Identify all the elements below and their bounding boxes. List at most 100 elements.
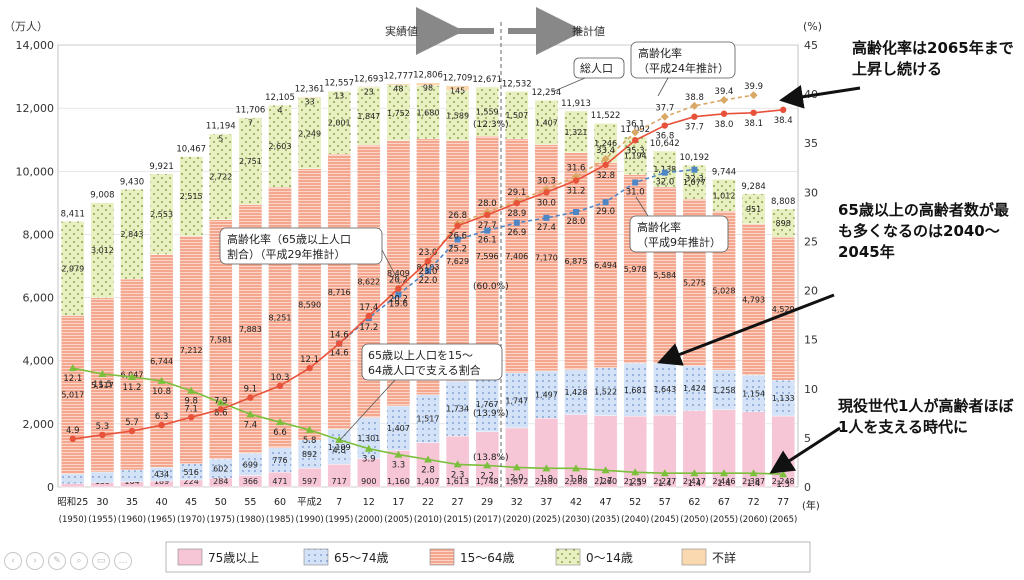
aging-2017-value-label: 26.6 (448, 232, 467, 242)
support-ratio-value-label: 1.7 (599, 476, 613, 486)
aging-2017-point (750, 109, 757, 116)
support-ratio-value-label: 1.9 (569, 474, 583, 484)
support-ratio-value-label: 11.2 (123, 383, 142, 393)
more-icon[interactable]: … (114, 552, 132, 570)
aging-2017-value-label: 5.3 (96, 422, 110, 432)
bar-value-label: 2,446 (713, 477, 736, 486)
bar-value-label: 6,494 (594, 261, 617, 270)
aging-2017-value-label: 10.3 (271, 373, 290, 383)
aging-2012-point (749, 91, 758, 100)
bar-value-label: 2,603 (269, 142, 292, 151)
aging-2017-value-label: 12.1 (300, 355, 319, 365)
support-ratio-point (631, 468, 640, 476)
bar-value-label: 7,406 (505, 252, 528, 261)
support-ratio-value-label: 9.8 (184, 397, 198, 407)
bar-value-label: 1,138 (653, 165, 676, 174)
bar-value-label: 2,249 (298, 129, 321, 138)
right-tick-label: 20 (804, 285, 818, 298)
aging-2017-point (720, 110, 728, 117)
support-ratio-value-label: 2.0 (510, 473, 524, 483)
x-year-label: (1960) (118, 515, 146, 525)
search-icon[interactable]: ⌕ (70, 552, 88, 570)
support-ratio-value-label: 2.2 (480, 471, 494, 481)
bar-total-label: 12,361 (295, 85, 325, 95)
bar-value-label: 8,103 (417, 263, 440, 272)
support-ratio-value-label: 10.8 (152, 387, 171, 397)
support-ratio-value-label: 1.4 (688, 479, 702, 489)
bar-value-label: 13 (334, 92, 344, 101)
aging-1997-value-label: 17.2 (359, 323, 378, 333)
x-year-label: (2000) (355, 515, 383, 525)
pct-2017-6574: (13.9%) (473, 409, 509, 419)
aging-2017-annotation: 高齢化率（65歳以上人口 割合）（平成29年推計） (219, 227, 401, 285)
aging-2017-value-label: 36.8 (655, 132, 674, 142)
x-year-label: (2020) (503, 515, 531, 525)
bar-value-label: 1,734 (446, 405, 469, 414)
aging-1997-line1: 高齢化率 (637, 220, 681, 234)
aging-2017-value-label: 6.3 (155, 412, 169, 422)
callout-arrow-2 (657, 293, 835, 366)
bar-value-label: 776 (272, 456, 287, 465)
x-tick-label: 47 (600, 497, 612, 508)
bar-value-label: 5,275 (683, 278, 706, 287)
bar-total-label: 8,808 (771, 197, 795, 207)
bar-value-label: 145 (450, 87, 465, 96)
bar-value-label: 1,517 (417, 415, 440, 424)
aging-2017-point (602, 161, 609, 169)
aging-2017-point (780, 106, 787, 114)
x-year-label: (2015) (443, 515, 471, 525)
pct-2017-total: (12.3%) (473, 120, 509, 130)
bar-segment (120, 189, 144, 280)
bar-value-label: 1,680 (417, 108, 440, 117)
bar-value-label: 189 (154, 477, 169, 486)
x-year-label: (2005) (384, 515, 412, 525)
bar-value-label: 892 (302, 450, 317, 459)
left-y-axis: 0 2,000 4,000 6,000 8,000 10,000 12,000 14,000 (16, 39, 55, 494)
aging-2017-point (217, 406, 224, 413)
prev-slide-icon[interactable]: ‹ (4, 552, 22, 570)
aging-1997-value-label: 32.0 (655, 178, 674, 188)
aging-2012-line2: （平成24年推計） (638, 61, 729, 75)
bar-value-label: 516 (184, 468, 199, 477)
support-ratio-value-label: 1.5 (628, 478, 642, 488)
bar-value-label: 1,133 (772, 394, 795, 403)
aging-2017-point (128, 427, 136, 435)
left-tick-label: 6,000 (23, 292, 55, 305)
pen-icon[interactable]: ✎ (48, 552, 66, 570)
x-year-label: (2025) (532, 515, 560, 525)
bar-value-label: 1,613 (446, 477, 469, 486)
aging-1997-point (661, 169, 668, 176)
support-ratio-point (601, 466, 610, 474)
aging-2017-line2: 割合）（平成29年推計） (227, 247, 346, 261)
bar-value-label: 2,260 (594, 477, 617, 486)
support-ratio-value-label: 1.4 (747, 479, 761, 489)
bar-value-label: 1,497 (535, 391, 558, 400)
next-slide-icon[interactable]: › (26, 552, 44, 570)
aging-2017-value-label: 37.7 (685, 123, 704, 133)
x-year-label: (2035) (591, 515, 619, 525)
bar-value-label: 3,012 (91, 246, 114, 255)
x-axis: 昭和25 (1950) 30 (1955) 35 (1960) 40 (1965) 45 (197… (57, 496, 820, 525)
bar-value-label: 48 (393, 85, 403, 94)
bar-value-label: 4 (277, 106, 282, 115)
bar-value-label: 5,978 (624, 265, 647, 274)
aging-2012-value-label: 39.9 (744, 82, 763, 92)
bar-value-label: 7,212 (180, 346, 203, 355)
menu-icon[interactable]: ▭ (92, 552, 110, 570)
bar-segment (416, 82, 440, 87)
right-unit-label: (%) (803, 20, 822, 33)
bar-value-label: 1,109 (328, 443, 351, 452)
left-tick-label: 8,000 (23, 228, 55, 241)
aging-2017-point (336, 340, 343, 347)
support-ratio-point (542, 464, 551, 472)
bar-segment (90, 202, 115, 298)
bar-segment (90, 471, 115, 483)
aging-2017-point (247, 394, 254, 401)
bar-total-label: 12,693 (354, 74, 384, 84)
support-ratio-point (483, 461, 492, 469)
bar-value-label: 6,875 (565, 257, 588, 266)
x-year-label: (1995) (325, 515, 353, 525)
support-ratio-point (394, 450, 403, 458)
bar-value-label: 1,301 (357, 434, 380, 443)
aging-2012-value-label: 36.1 (626, 119, 645, 129)
